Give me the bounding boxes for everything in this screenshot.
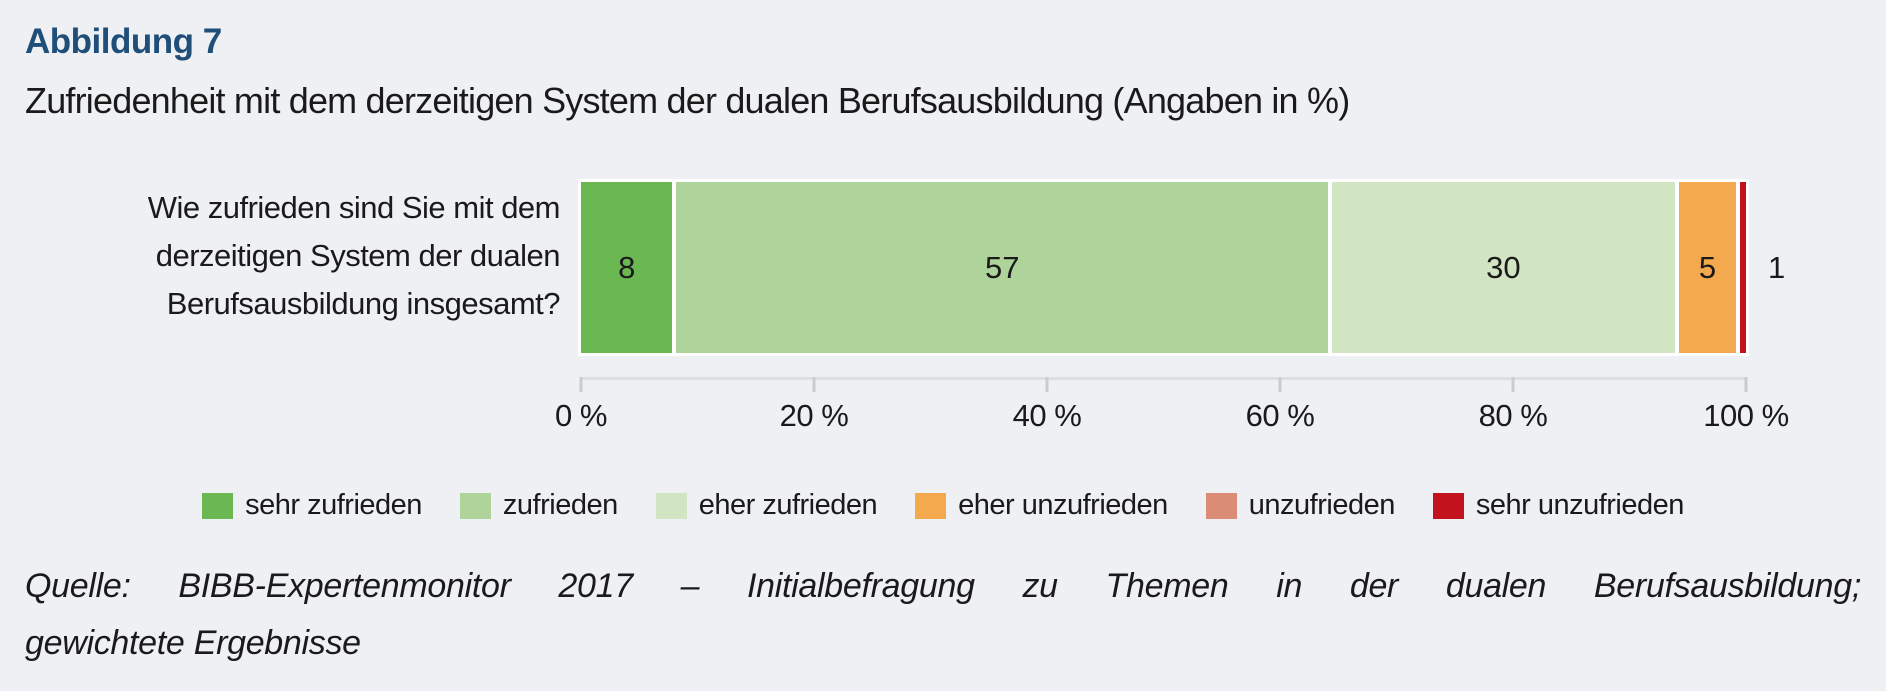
bar-segment-sehr-zufrieden: 8 xyxy=(581,182,673,353)
figure-title: Zufriedenheit mit dem derzeitigen System… xyxy=(25,80,1350,121)
x-axis-tick-label: 80 % xyxy=(1478,398,1548,433)
x-axis: 0 % 20 % 40 % 60 % 80 % 100 % xyxy=(555,377,1789,437)
bar-value-label: 57 xyxy=(984,249,1020,285)
bar-segment-sehr-unzufrieden xyxy=(1740,182,1747,353)
bar-segment-eher-zufrieden: 30 xyxy=(1331,182,1675,353)
x-axis-tick-label: 100 % xyxy=(1703,398,1789,433)
legend-label: unzufrieden xyxy=(1248,489,1396,521)
source-line-2: gewichtete Ergebnisse xyxy=(25,624,361,662)
legend-item-eher-zufrieden: eher zufrieden xyxy=(655,489,878,522)
legend-label: eher zufrieden xyxy=(698,489,878,521)
x-axis-tick-label: 40 % xyxy=(1012,398,1082,433)
legend-swatch xyxy=(459,492,491,519)
x-axis-tick xyxy=(1278,377,1282,392)
legend-item-sehr-zufrieden: sehr zufrieden xyxy=(202,489,422,522)
legend-swatch xyxy=(202,492,234,519)
x-axis-tick-label: 60 % xyxy=(1245,398,1315,433)
bar-value-label: 8 xyxy=(618,249,636,285)
legend-label: sehr zufrieden xyxy=(245,489,422,521)
x-axis-tick-label: 20 % xyxy=(779,398,849,433)
legend-item-zufrieden: zufrieden xyxy=(459,489,618,522)
source-line-1: Quelle: BIBB-Expertenmonitor 2017 – Init… xyxy=(25,567,1861,605)
figure-label: Abbildung 7 xyxy=(25,22,222,61)
x-axis-tick xyxy=(579,377,583,392)
bar-value-label: 5 xyxy=(1698,249,1717,285)
legend-swatch xyxy=(915,492,947,519)
x-axis-tick xyxy=(1045,377,1049,392)
question-line-3: Berufsausbildung insgesamt? xyxy=(166,286,561,321)
legend-item-eher-unzufrieden: eher unzufrieden xyxy=(915,489,1168,522)
bar-value-sehr-unzufrieden: 1 xyxy=(1768,249,1786,285)
legend: sehr zufrieden zufrieden eher zufrieden ehe… xyxy=(0,489,1886,522)
legend-item-sehr-unzufrieden: sehr unzufrieden xyxy=(1432,489,1685,522)
question-label: Wie zufrieden sind Sie mit dem derzeitig… xyxy=(147,184,561,328)
legend-swatch xyxy=(1432,492,1464,519)
stacked-bar: 8 57 30 5 xyxy=(578,179,1749,356)
x-axis-tick xyxy=(812,377,816,392)
x-axis-tick xyxy=(1744,377,1748,392)
x-axis-tick-label: 0 % xyxy=(555,398,607,433)
legend-swatch xyxy=(1205,492,1237,519)
bar-segment-eher-unzufrieden: 5 xyxy=(1678,182,1737,353)
legend-label: eher unzufrieden xyxy=(958,489,1168,521)
source-note: Quelle: BIBB-Expertenmonitor 2017 – Init… xyxy=(25,558,1861,672)
x-axis-line xyxy=(581,377,1746,380)
legend-swatch xyxy=(655,492,687,519)
legend-label: sehr unzufrieden xyxy=(1475,489,1685,521)
question-line-2: derzeitigen System der dualen xyxy=(155,238,561,273)
legend-item-unzufrieden: unzufrieden xyxy=(1205,489,1396,522)
bar-value-label: 30 xyxy=(1486,249,1521,285)
legend-label: zufrieden xyxy=(502,489,618,521)
question-line-1: Wie zufrieden sind Sie mit dem xyxy=(147,190,561,225)
x-axis-tick xyxy=(1511,377,1515,392)
bar-segment-zufrieden: 57 xyxy=(676,182,1328,353)
